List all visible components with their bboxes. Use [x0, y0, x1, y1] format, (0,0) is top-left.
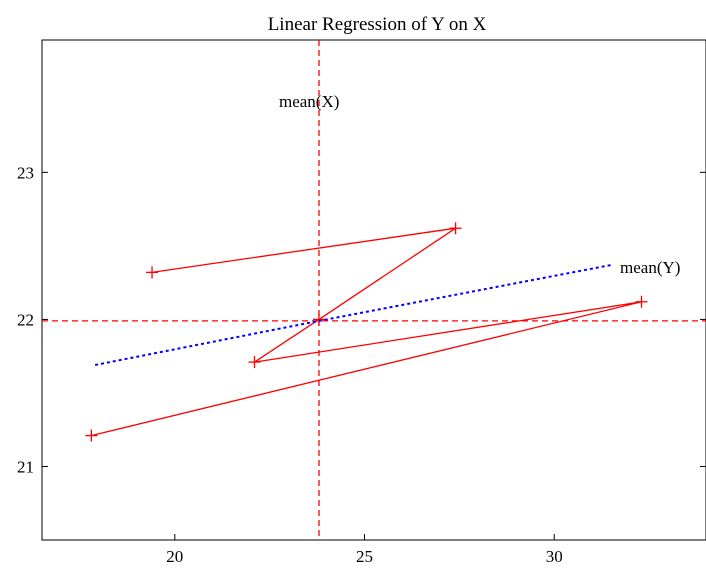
x-tick-label: 25 — [356, 547, 373, 566]
plot-frame — [41, 39, 706, 541]
data-series-line — [91, 227, 642, 437]
data-point — [449, 222, 462, 235]
y-axis: 21 22 23 — [17, 163, 706, 476]
x-tick-label: 30 — [546, 547, 563, 566]
mean-y-label: mean(Y) — [620, 258, 680, 277]
data-point — [146, 266, 159, 279]
y-tick-label: 23 — [17, 163, 34, 182]
data-point — [248, 356, 261, 369]
data-point — [635, 295, 648, 308]
x-tick-label: 20 — [166, 547, 183, 566]
mean-x-label: mean(X) — [279, 92, 339, 111]
data-point — [312, 313, 325, 326]
y-tick-label: 22 — [17, 310, 34, 329]
annotations: mean(X) mean(Y) — [279, 92, 680, 277]
data-point — [85, 429, 98, 442]
x-axis: 20 25 30 — [166, 534, 563, 566]
reference-lines — [42, 40, 706, 540]
regression-line — [94, 264, 612, 366]
series-layer — [85, 222, 648, 442]
chart-title: Linear Regression of Y on X — [268, 14, 487, 35]
y-tick-label: 21 — [17, 457, 34, 476]
